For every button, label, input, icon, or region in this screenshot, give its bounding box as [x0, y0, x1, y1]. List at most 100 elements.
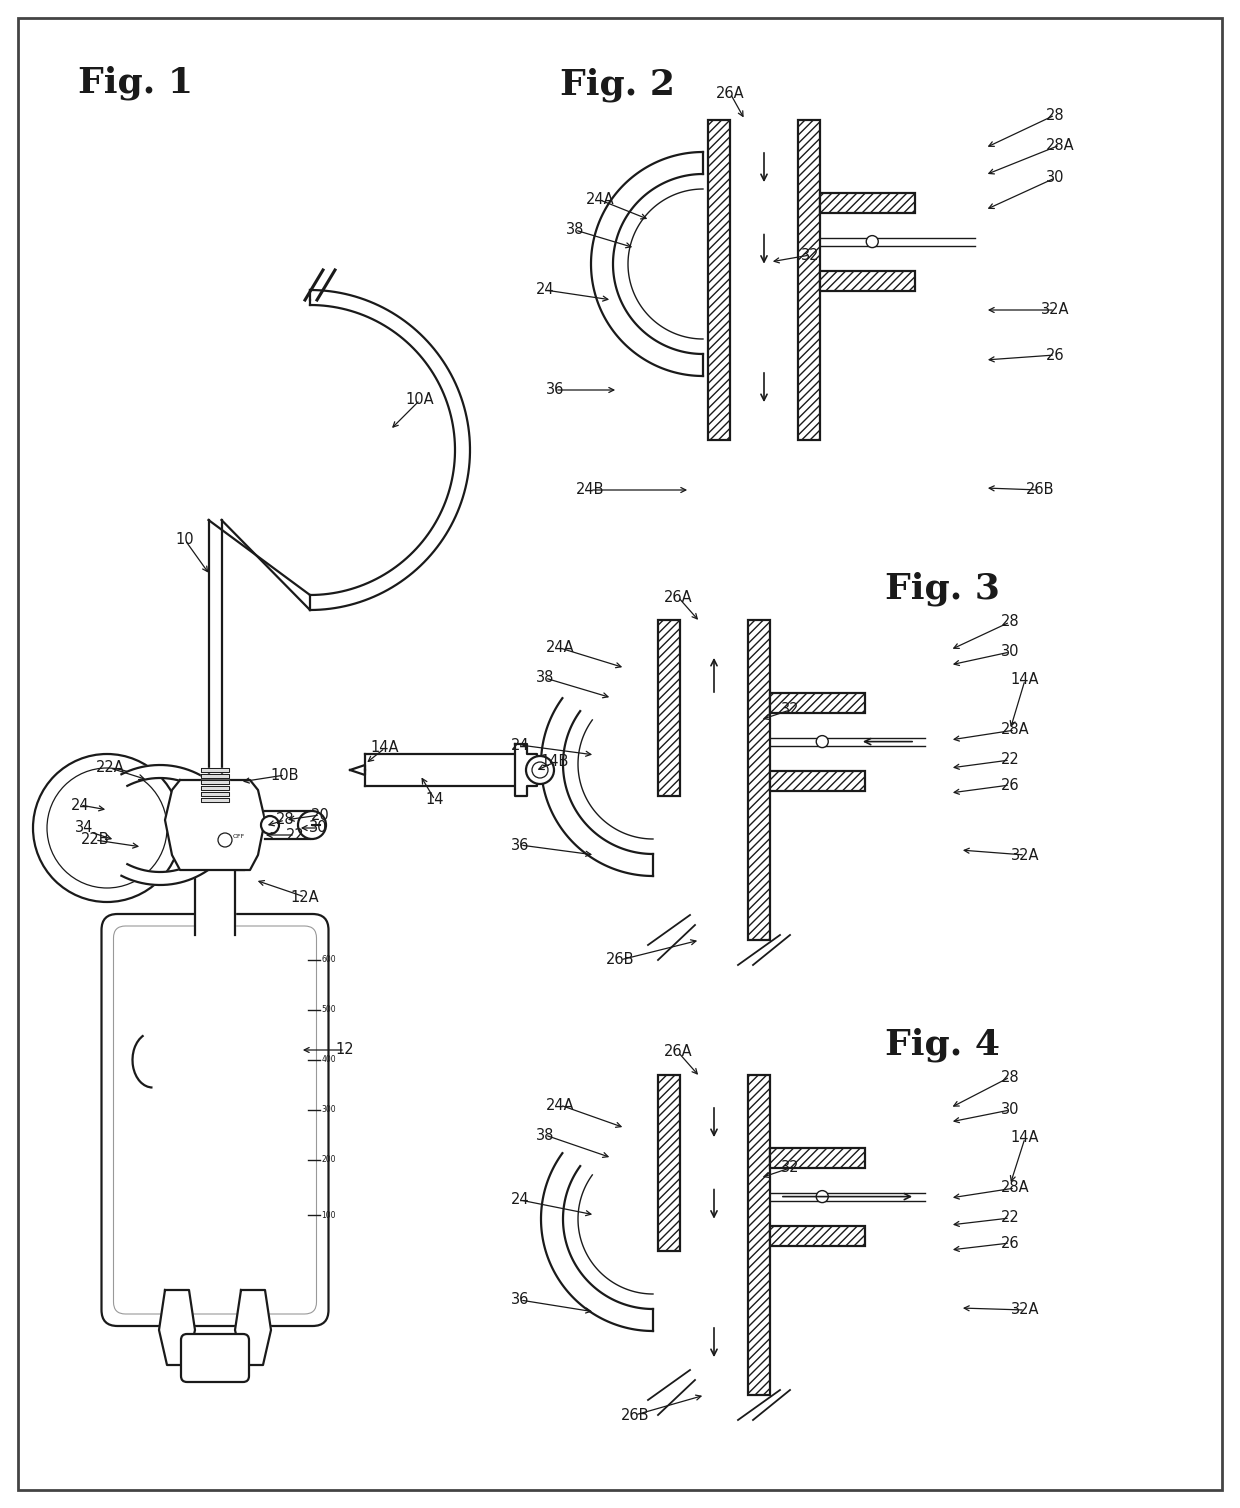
Polygon shape: [201, 774, 229, 778]
Bar: [770, 1226, 866, 1246]
Text: 36: 36: [511, 837, 529, 852]
Text: 32: 32: [801, 247, 820, 262]
Text: 26B: 26B: [621, 1407, 650, 1422]
Text: Fig. 4: Fig. 4: [885, 1028, 999, 1063]
Text: 24A: 24A: [546, 641, 574, 656]
Text: 28A: 28A: [1001, 1181, 1029, 1196]
Polygon shape: [122, 765, 241, 828]
Text: 14A: 14A: [1011, 673, 1039, 688]
Circle shape: [816, 1191, 828, 1202]
Text: 22: 22: [1001, 1211, 1019, 1226]
Circle shape: [867, 235, 878, 247]
Text: 28: 28: [1001, 1069, 1019, 1084]
Text: 26: 26: [1001, 778, 1019, 793]
Text: 10A: 10A: [405, 392, 434, 407]
Polygon shape: [236, 1289, 272, 1365]
Text: 26: 26: [1045, 347, 1064, 362]
Text: 400: 400: [321, 1056, 336, 1065]
Text: 30: 30: [1001, 1102, 1019, 1117]
Polygon shape: [201, 780, 229, 784]
Text: 12A: 12A: [290, 890, 320, 905]
Text: 14B: 14B: [541, 754, 569, 769]
Text: 32: 32: [781, 703, 800, 718]
Text: 38: 38: [565, 223, 584, 237]
Text: 28: 28: [1045, 107, 1064, 122]
Bar: [770, 692, 866, 713]
Bar: [748, 1075, 770, 1395]
Bar: [820, 270, 915, 291]
Polygon shape: [122, 822, 241, 885]
Bar: [658, 620, 680, 796]
Bar: [748, 620, 770, 939]
Text: 34: 34: [74, 820, 93, 835]
Text: 32: 32: [781, 1161, 800, 1176]
Bar: [748, 1075, 770, 1395]
Bar: [708, 121, 730, 440]
Text: 10: 10: [176, 532, 195, 547]
Bar: [770, 1148, 866, 1167]
Circle shape: [532, 762, 548, 778]
Text: 600: 600: [321, 956, 336, 965]
Polygon shape: [201, 792, 229, 796]
Text: 26: 26: [1001, 1235, 1019, 1250]
Text: OFF: OFF: [233, 834, 246, 838]
Text: 200: 200: [321, 1155, 336, 1164]
Polygon shape: [201, 768, 229, 772]
FancyBboxPatch shape: [102, 914, 329, 1326]
Polygon shape: [541, 1154, 653, 1332]
Bar: [820, 193, 915, 213]
Text: 32A: 32A: [1040, 303, 1069, 318]
Text: 14A: 14A: [371, 740, 399, 756]
Polygon shape: [365, 754, 515, 786]
Text: 26A: 26A: [715, 86, 744, 101]
Text: 28A: 28A: [1045, 137, 1074, 152]
Polygon shape: [310, 290, 470, 611]
Text: 300: 300: [321, 1105, 336, 1114]
Text: 28A: 28A: [1001, 722, 1029, 737]
Bar: [748, 620, 770, 939]
Text: 10B: 10B: [270, 768, 299, 783]
Bar: [770, 692, 866, 713]
Text: 26A: 26A: [663, 1045, 692, 1060]
Text: 26B: 26B: [606, 953, 634, 968]
Text: 22A: 22A: [95, 760, 124, 775]
Bar: [658, 620, 680, 796]
Text: 500: 500: [321, 1006, 336, 1015]
Polygon shape: [591, 152, 703, 375]
Polygon shape: [515, 743, 537, 796]
Text: 38: 38: [536, 671, 554, 686]
Bar: [770, 1148, 866, 1167]
Text: 30: 30: [1045, 170, 1064, 185]
Polygon shape: [201, 798, 229, 802]
Bar: [799, 121, 820, 440]
Bar: [658, 1075, 680, 1252]
Text: 100: 100: [321, 1211, 336, 1220]
Bar: [658, 1075, 680, 1252]
Circle shape: [260, 816, 279, 834]
Ellipse shape: [33, 754, 181, 902]
Ellipse shape: [47, 768, 167, 888]
Text: 24: 24: [536, 282, 554, 297]
Polygon shape: [195, 870, 236, 935]
Text: Fig. 1: Fig. 1: [78, 65, 193, 100]
Text: 24B: 24B: [575, 483, 604, 498]
Text: 36: 36: [511, 1292, 529, 1307]
Text: 26A: 26A: [663, 590, 692, 605]
Circle shape: [526, 756, 554, 784]
Text: 30: 30: [309, 820, 327, 835]
Text: 22: 22: [1001, 752, 1019, 768]
Bar: [770, 771, 866, 790]
Text: 24: 24: [511, 1193, 529, 1208]
Text: 32A: 32A: [1011, 1303, 1039, 1318]
Bar: [820, 193, 915, 213]
Text: 22B: 22B: [81, 832, 109, 847]
Text: 26B: 26B: [1025, 483, 1054, 498]
Text: 14: 14: [425, 793, 444, 807]
Circle shape: [816, 736, 828, 748]
Text: 36: 36: [546, 383, 564, 398]
Bar: [799, 121, 820, 440]
Bar: [770, 771, 866, 790]
FancyBboxPatch shape: [181, 1335, 249, 1381]
Text: 22: 22: [285, 828, 304, 843]
Polygon shape: [208, 520, 222, 775]
